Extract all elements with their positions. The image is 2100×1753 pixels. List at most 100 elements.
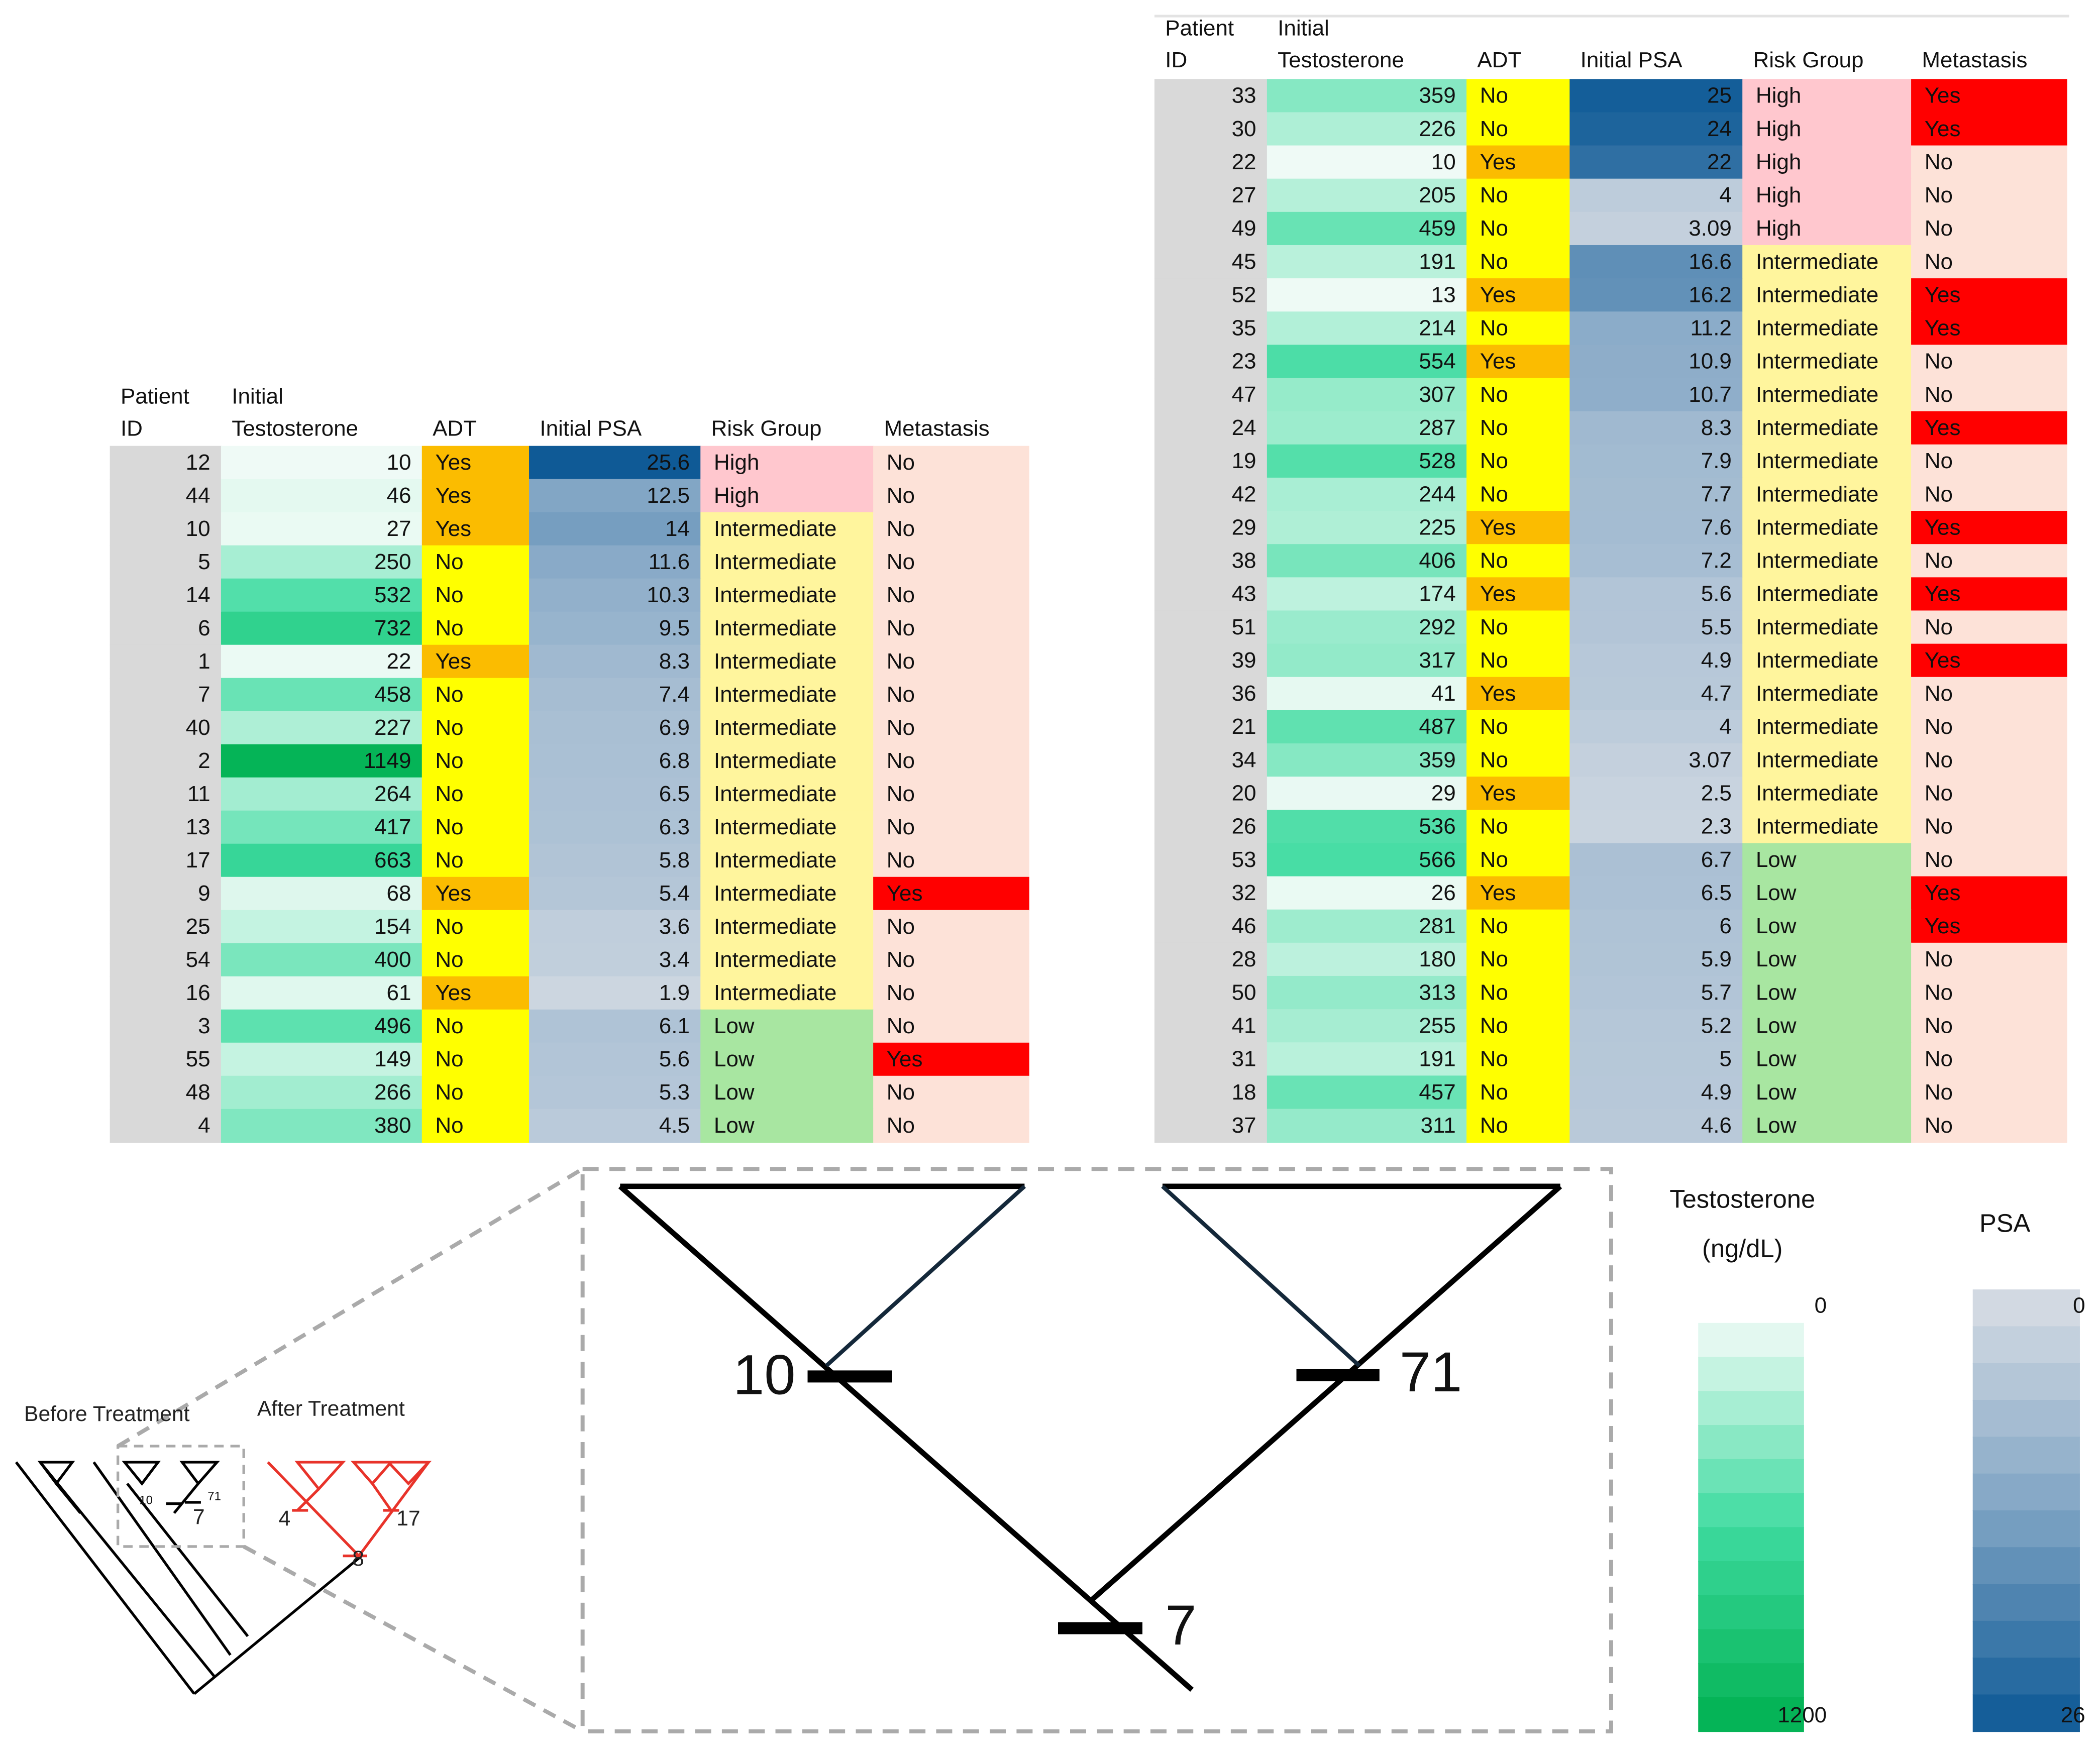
stage-label: Before Treatment bbox=[24, 1402, 190, 1426]
cell-bg bbox=[1911, 411, 2067, 446]
cell-text: No bbox=[1480, 914, 1508, 938]
cell-bg bbox=[1466, 1009, 1570, 1043]
cell-bg bbox=[1267, 178, 1467, 213]
cell-text: Yes bbox=[435, 483, 471, 508]
cell-bg bbox=[1911, 975, 2067, 1010]
cell-bg bbox=[1154, 511, 1268, 545]
cell-bg bbox=[110, 1009, 222, 1044]
cell-bg bbox=[1742, 378, 1912, 412]
cell-bg bbox=[1267, 1042, 1467, 1076]
cell-bg bbox=[422, 545, 530, 580]
cell-bg bbox=[1267, 411, 1467, 446]
legend-band bbox=[1972, 1584, 2080, 1622]
legend-band bbox=[1698, 1357, 1804, 1392]
cell-text: 16 bbox=[186, 980, 211, 1005]
cell-text: 264 bbox=[374, 782, 411, 806]
cell-bg bbox=[873, 711, 1029, 745]
cell-bg bbox=[1569, 777, 1743, 811]
cell-text: Yes bbox=[1925, 881, 1961, 905]
cell-bg bbox=[700, 578, 874, 613]
cell-bg bbox=[221, 1075, 423, 1110]
cell-text: 4 bbox=[198, 1113, 210, 1138]
cell-bg bbox=[873, 810, 1029, 845]
cell-bg bbox=[1466, 677, 1570, 711]
cell-bg bbox=[529, 512, 701, 546]
cell-bg bbox=[1267, 677, 1467, 711]
cell-text: 40 bbox=[186, 715, 211, 740]
cell-bg bbox=[1466, 112, 1570, 146]
cell-bg bbox=[221, 711, 423, 745]
cell-text: 7.6 bbox=[1701, 515, 1732, 539]
cell-text: 4.9 bbox=[1701, 1080, 1732, 1105]
cell-text: Yes bbox=[435, 980, 471, 1005]
cell-text: 11.2 bbox=[1691, 316, 1732, 341]
cell-bg bbox=[1466, 577, 1570, 611]
node-label: 8 bbox=[352, 1547, 364, 1571]
node-label: 10 bbox=[733, 1343, 796, 1406]
node-label: 71 bbox=[1400, 1341, 1462, 1403]
cell-text: Yes bbox=[1925, 282, 1961, 307]
cell-bg bbox=[1911, 942, 2067, 977]
cell-text: No bbox=[887, 848, 915, 872]
cell-text: 3.09 bbox=[1689, 216, 1732, 241]
cell-text: 37 bbox=[1232, 1113, 1256, 1138]
cell-text: 61 bbox=[387, 980, 411, 1005]
cell-text: 417 bbox=[374, 815, 411, 839]
cell-text: No bbox=[435, 848, 463, 872]
cell-text: No bbox=[1480, 382, 1508, 407]
cell-text: Intermediate bbox=[714, 682, 836, 707]
cell-bg bbox=[1154, 145, 1268, 180]
cell-bg bbox=[221, 1109, 423, 1143]
cell-text: 2.3 bbox=[1701, 814, 1732, 839]
cell-text: High bbox=[1756, 83, 1801, 108]
cell-bg bbox=[422, 678, 530, 712]
cell-text: 12 bbox=[186, 450, 211, 475]
cell-text: No bbox=[887, 980, 915, 1005]
cell-bg bbox=[1267, 1109, 1467, 1143]
cell-text: Yes bbox=[1480, 150, 1516, 174]
cell-text: Low bbox=[714, 1047, 755, 1071]
legend-band bbox=[1972, 1620, 2080, 1659]
legend-band bbox=[1698, 1527, 1804, 1562]
cell-text: 46 bbox=[1232, 914, 1256, 938]
cell-bg bbox=[1466, 178, 1570, 213]
cell-text: No bbox=[887, 483, 915, 508]
cell-text: 38 bbox=[1232, 549, 1256, 573]
cell-bg bbox=[529, 976, 701, 1011]
cell-bg bbox=[1569, 610, 1743, 644]
cell-bg bbox=[529, 810, 701, 845]
cell-text: Intermediate bbox=[1756, 549, 1878, 573]
cell-bg bbox=[1911, 810, 2067, 844]
cell-bg bbox=[422, 611, 530, 646]
cell-text: No bbox=[1925, 714, 1953, 739]
stage-label: After Treatment bbox=[257, 1396, 405, 1420]
cell-text: 400 bbox=[374, 947, 411, 972]
cell-text: No bbox=[1480, 1047, 1508, 1071]
cell-text: No bbox=[1925, 216, 1953, 241]
cell-text: 53 bbox=[1232, 847, 1256, 872]
cell-bg bbox=[1267, 810, 1467, 844]
cell-text: 554 bbox=[1419, 349, 1455, 374]
cell-text: 41 bbox=[1431, 681, 1456, 706]
cell-bg bbox=[1911, 876, 2067, 911]
cell-bg bbox=[1154, 643, 1268, 678]
cell-bg bbox=[422, 479, 530, 513]
cell-text: No bbox=[435, 1080, 463, 1105]
cell-text: 8.3 bbox=[659, 649, 690, 674]
cell-text: 536 bbox=[1419, 814, 1455, 839]
cell-text: 459 bbox=[1419, 216, 1455, 241]
legend-band bbox=[1698, 1391, 1804, 1426]
cell-text: No bbox=[887, 947, 915, 972]
cell-bg bbox=[1911, 544, 2067, 578]
cell-bg bbox=[1569, 1009, 1743, 1043]
cell-text: No bbox=[1925, 549, 1953, 573]
cell-text: 380 bbox=[374, 1113, 411, 1138]
cell-bg bbox=[422, 1075, 530, 1110]
legend-band bbox=[1972, 1326, 2080, 1364]
cell-text: 18 bbox=[1232, 1080, 1256, 1105]
legend-band bbox=[1972, 1437, 2080, 1474]
cell-bg bbox=[1154, 378, 1268, 412]
cell-bg bbox=[1154, 311, 1268, 346]
cell-bg bbox=[1267, 610, 1467, 644]
